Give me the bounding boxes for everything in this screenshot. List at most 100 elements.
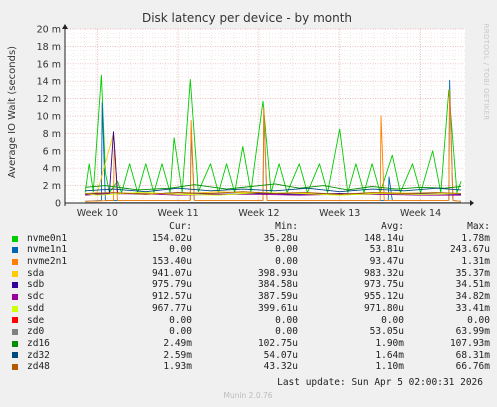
- legend-name: zd48: [27, 361, 50, 373]
- y-tick-label: 6 m: [43, 146, 61, 157]
- legend-row-zd48: zd48 1.93m 43.32u 1.10m 66.76m: [12, 361, 492, 373]
- y-tick-label: 8 m: [43, 129, 61, 140]
- y-axis-arrow: [62, 24, 68, 29]
- series-line-zd48: [85, 191, 462, 195]
- legend-avg: 148.14u: [363, 232, 404, 244]
- legend-cur: 0.00: [169, 244, 192, 256]
- y-tick-label: 16 m: [37, 59, 61, 70]
- x-axis-arrow: [470, 200, 474, 206]
- legend-row-sda: sda 941.07u 398.93u 983.32u 35.37m: [12, 268, 492, 280]
- legend-cur: 941.07u: [151, 267, 192, 279]
- legend-avg: 983.32u: [363, 267, 404, 279]
- legend-cur: 0.00: [169, 326, 192, 338]
- legend-name: zd0: [27, 326, 45, 338]
- legend-row-zd16: zd16 2.49m 102.75u 1.90m 107.93m: [12, 338, 492, 350]
- legend-name: zd32: [27, 349, 50, 361]
- legend-min: 398.93u: [257, 267, 298, 279]
- legend-swatch: [12, 329, 18, 336]
- legend-avg: 1.10m: [375, 361, 404, 373]
- x-tick-labels: Week 10 Week 11 Week 12 Week 13 Week 14: [77, 208, 441, 219]
- legend-name: nvme1n1: [27, 244, 68, 256]
- legend-cur: 0.00: [169, 314, 192, 326]
- legend-max: 34.51m: [455, 279, 490, 291]
- legend-header: Cur: Min: Avg: Max:: [12, 221, 492, 233]
- legend-name: sdb: [27, 279, 45, 291]
- legend-avg: 1.64m: [375, 349, 404, 361]
- grid: [65, 28, 465, 203]
- legend-row-sdb: sdb 975.79u 384.58u 973.75u 34.51m: [12, 279, 492, 291]
- legend-row-zd0: zd0 0.00 0.00 53.05u 63.99m: [12, 326, 492, 338]
- x-tick-label: Week 13: [319, 208, 360, 219]
- legend-header-cur: Cur:: [169, 221, 192, 232]
- y-tick-label: 4 m: [43, 164, 61, 175]
- last-update: Last update: Sun Apr 5 02:00:31 2026: [277, 377, 483, 388]
- legend-max: 107.93m: [449, 337, 490, 349]
- legend-name: nvme2n1: [27, 256, 68, 268]
- munin-version: Munin 2.0.76: [223, 391, 272, 400]
- legend-max: 34.82m: [455, 291, 490, 303]
- legend-min: 102.75u: [257, 337, 298, 349]
- legend-swatch: [12, 317, 18, 324]
- rrdtool-credit: RRDTOOL / TOBI OETIKER: [482, 24, 490, 121]
- legend-name: sdd: [27, 302, 45, 314]
- legend-max: 243.67u: [449, 244, 490, 256]
- legend-swatch: [12, 270, 18, 277]
- legend-avg: 53.81u: [369, 244, 404, 256]
- legend-name: zd16: [27, 337, 50, 349]
- legend-row-sdd: sdd 967.77u 399.61u 971.80u 33.41m: [12, 303, 492, 315]
- legend-swatch: [12, 293, 18, 300]
- legend-min: 43.32u: [263, 361, 298, 373]
- chart-title: Disk latency per device - by month: [142, 11, 352, 25]
- y-tick-label: 18 m: [37, 42, 61, 53]
- legend-header-max: Max:: [467, 221, 490, 232]
- legend-min: 0.00: [275, 244, 298, 256]
- legend: Cur: Min: Avg: Max: nvme0n1 154.02u 35.28u…: [12, 221, 492, 373]
- legend-avg: 973.75u: [363, 279, 404, 291]
- legend-max: 63.99m: [455, 326, 490, 338]
- y-tick-label: 20 m: [37, 25, 61, 36]
- legend-min: 387.59u: [257, 291, 298, 303]
- y-tick-label: 10 m: [37, 112, 61, 123]
- legend-cur: 1.93m: [163, 361, 192, 373]
- legend-min: 0.00: [275, 314, 298, 326]
- legend-max: 33.41m: [455, 302, 490, 314]
- legend-min: 35.28u: [263, 232, 298, 244]
- legend-swatch: [12, 247, 18, 254]
- legend-min: 399.61u: [257, 302, 298, 314]
- legend-cur: 975.79u: [151, 279, 192, 291]
- legend-max: 66.76m: [455, 361, 490, 373]
- legend-avg: 971.80u: [363, 302, 404, 314]
- legend-avg: 0.00: [381, 314, 404, 326]
- legend-max: 68.31m: [455, 349, 490, 361]
- legend-cur: 2.49m: [163, 337, 192, 349]
- legend-max: 0.00: [467, 314, 490, 326]
- legend-avg: 955.12u: [363, 291, 404, 303]
- legend-swatch: [12, 340, 18, 347]
- x-tick-label: Week 12: [238, 208, 279, 219]
- legend-name: sde: [27, 314, 45, 326]
- legend-swatch: [12, 305, 18, 312]
- y-tick-label: 14 m: [37, 77, 61, 88]
- legend-cur: 154.02u: [151, 232, 192, 244]
- legend-max: 1.78m: [461, 232, 490, 244]
- legend-row-sde: sde 0.00 0.00 0.00 0.00: [12, 315, 492, 327]
- legend-row-zd32: zd32 2.59m 54.07u 1.64m 68.31m: [12, 350, 492, 362]
- legend-name: nvme0n1: [27, 232, 68, 244]
- legend-swatch: [12, 352, 18, 359]
- legend-name: sdc: [27, 291, 45, 303]
- legend-row-sdc: sdc 912.57u 387.59u 955.12u 34.82m: [12, 291, 492, 303]
- legend-max: 35.37m: [455, 267, 490, 279]
- x-tick-label: Week 10: [77, 208, 118, 219]
- y-axis-label: Average IO Wait (seconds): [7, 46, 18, 178]
- legend-row-nvme2n1: nvme2n1 153.40u 0.00 93.47u 1.31m: [12, 256, 492, 268]
- y-tick-label: 12 m: [37, 94, 61, 105]
- legend-min: 54.07u: [263, 349, 298, 361]
- legend-cur: 912.57u: [151, 291, 192, 303]
- legend-swatch: [12, 235, 18, 242]
- legend-cur: 2.59m: [163, 349, 192, 361]
- legend-swatch: [12, 258, 18, 265]
- legend-min: 0.00: [275, 256, 298, 268]
- legend-header-avg: Avg:: [381, 221, 404, 232]
- series-line-zd16: [85, 183, 462, 191]
- legend-row-nvme0n1: nvme0n1 154.02u 35.28u 148.14u 1.78m: [12, 233, 492, 245]
